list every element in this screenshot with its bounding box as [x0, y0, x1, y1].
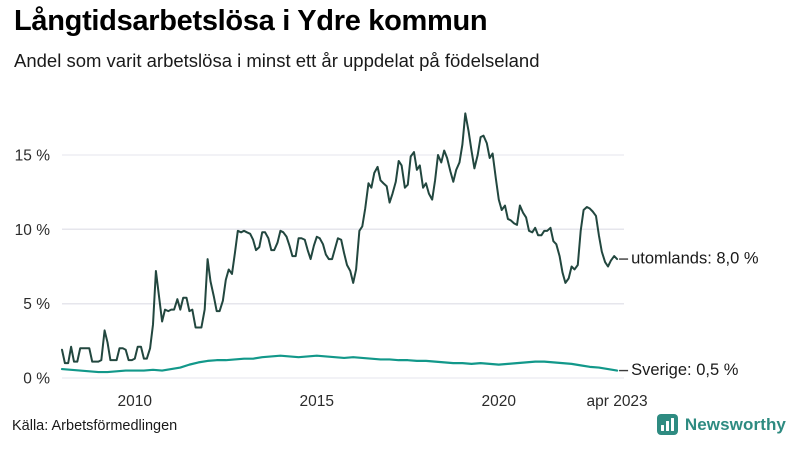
series-line-sverige [60, 354, 619, 374]
series-end-label-sverige: Sverige: 0,5 % [631, 361, 739, 379]
newsworthy-brand[interactable]: Newsworthy [656, 414, 786, 435]
x-axis-tick-label: apr 2023 [586, 393, 647, 410]
brand-name: Newsworthy [684, 414, 786, 434]
series-line-utomlands [61, 112, 619, 365]
chart-subtitle: Andel som varit arbetslösa i minst ett å… [14, 50, 540, 71]
x-axis-labels-group: 2010 2015 2020 apr 2023 [118, 393, 648, 410]
y-axis-tick-label: 5 % [23, 296, 50, 313]
source-note: Källa: Arbetsförmedlingen [12, 418, 178, 434]
bar-chart-icon [656, 414, 678, 435]
y-axis-tick-label: 15 % [15, 148, 51, 165]
x-axis-tick-label: 2020 [482, 393, 517, 410]
page-title: Långtidsarbetslösa i Ydre kommun [14, 5, 488, 37]
x-axis-tick-label: 2015 [300, 393, 334, 410]
series-end-label-utomlands: utomlands: 8,0 % [631, 249, 759, 267]
y-axis-tick-label: 0 % [23, 371, 50, 388]
chart-footer: Källa: Arbetsförmedlingen Newsworthy [0, 412, 800, 450]
y-axis-labels-group: 0 % 5 % 10 % 15 % [15, 148, 51, 388]
chart-header: Långtidsarbetslösa i Ydre kommun Andel s… [14, 4, 794, 72]
series-lines-group [60, 112, 619, 374]
series-annotations-group: utomlands: 8,0 % Sverige: 0,5 % [619, 249, 759, 379]
gridlines-group [62, 154, 624, 379]
x-axis-tick-label: 2010 [118, 393, 153, 410]
y-axis-tick-label: 10 % [15, 222, 51, 239]
